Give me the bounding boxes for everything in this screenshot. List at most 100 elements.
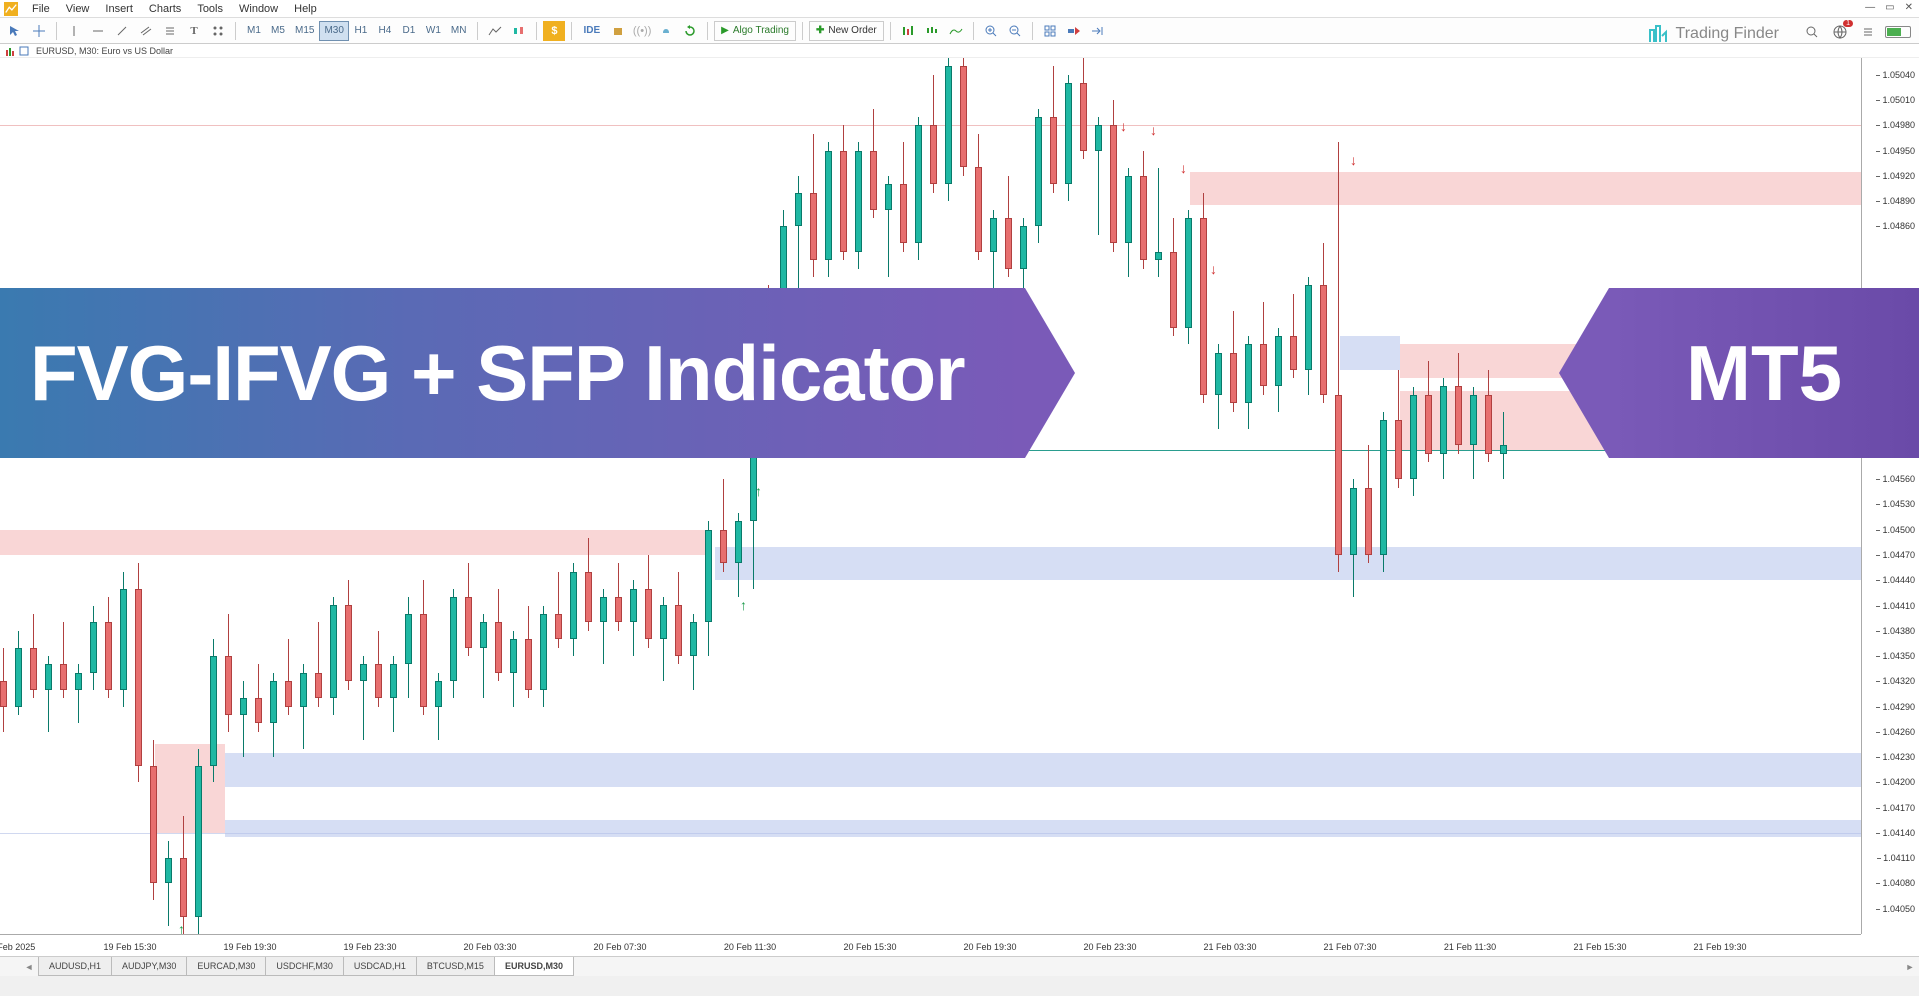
menu-file[interactable]: File — [24, 3, 58, 15]
chart-line2-icon[interactable] — [945, 21, 967, 41]
candle — [1005, 176, 1012, 277]
minimize-icon[interactable]: — — [1865, 2, 1875, 13]
menu-window[interactable]: Window — [231, 3, 286, 15]
vline-tool[interactable] — [63, 21, 85, 41]
chart-candles2-icon[interactable] — [921, 21, 943, 41]
price-tick: 1.04200 — [1882, 777, 1915, 787]
candle — [555, 572, 562, 648]
candle — [1410, 387, 1417, 497]
grid-icon[interactable] — [1039, 21, 1061, 41]
zoom-out-icon[interactable] — [1004, 21, 1026, 41]
tab-usdchf-m30[interactable]: USDCHF,M30 — [265, 957, 344, 976]
candle — [1140, 151, 1147, 269]
candle — [1290, 294, 1297, 378]
crosshair-tool[interactable] — [28, 21, 50, 41]
hline-tool[interactable] — [87, 21, 109, 41]
candle — [1395, 370, 1402, 488]
candle — [105, 597, 112, 698]
menu-icon[interactable] — [1857, 22, 1879, 42]
candle — [45, 656, 52, 732]
tab-eurcad-m30[interactable]: EURCAD,M30 — [186, 957, 266, 976]
candle — [465, 563, 472, 656]
app-icon — [4, 2, 18, 16]
zoom-in-icon[interactable] — [980, 21, 1002, 41]
price-tick: 1.04410 — [1882, 601, 1915, 611]
price-tick: 1.04500 — [1882, 525, 1915, 535]
cursor-tool[interactable] — [4, 21, 26, 41]
timeframe-w1[interactable]: W1 — [421, 21, 446, 41]
time-tick: 19 Feb 15:30 — [103, 942, 156, 952]
new-order-button[interactable]: ✚New Order — [809, 21, 884, 41]
candle — [450, 589, 457, 699]
fibo-tool[interactable] — [159, 21, 181, 41]
timeframe-mn[interactable]: MN — [446, 21, 472, 41]
timeframe-d1[interactable]: D1 — [397, 21, 421, 41]
tab-eurusd-m30[interactable]: EURUSD,M30 — [494, 957, 574, 976]
menu-insert[interactable]: Insert — [97, 3, 141, 15]
trendline-tool[interactable] — [111, 21, 133, 41]
dollar-icon[interactable]: $ — [543, 21, 565, 41]
candle — [1035, 109, 1042, 244]
timeframe-m1[interactable]: M1 — [242, 21, 266, 41]
tab-scroll-right[interactable]: ► — [1901, 957, 1919, 976]
menu-view[interactable]: View — [58, 3, 98, 15]
timeframe-m15[interactable]: M15 — [290, 21, 319, 41]
candle — [840, 125, 847, 260]
time-tick: 20 Feb 07:30 — [593, 942, 646, 952]
channel-tool[interactable] — [135, 21, 157, 41]
chart-line-icon[interactable] — [484, 21, 506, 41]
close-icon[interactable]: ✕ — [1905, 2, 1913, 13]
candle — [255, 664, 262, 731]
candle — [660, 597, 667, 681]
candle — [1485, 370, 1492, 463]
timeframe-h1[interactable]: H1 — [349, 21, 373, 41]
chart-candle-icon[interactable] — [508, 21, 530, 41]
globe-notif-icon[interactable]: 1 — [1829, 22, 1851, 42]
time-tick: 20 Feb 19:30 — [963, 942, 1016, 952]
text-tool[interactable]: T — [183, 21, 205, 41]
window-controls: — ▭ ✕ — [1865, 2, 1913, 13]
timeframe-m5[interactable]: M5 — [266, 21, 290, 41]
tab-audjpy-m30[interactable]: AUDJPY,M30 — [111, 957, 187, 976]
shift-icon[interactable] — [1063, 21, 1085, 41]
chart-area[interactable]: ↑↑↑↓↓↓↓↓ 1.050401.050101.049801.049501.0… — [0, 58, 1919, 956]
signal-arrow-down: ↓ — [1150, 122, 1157, 138]
tab-scroll-left[interactable]: ◄ — [20, 957, 38, 976]
candle — [1305, 277, 1312, 395]
vps-icon[interactable] — [655, 21, 677, 41]
candle — [60, 622, 67, 698]
tab-audusd-h1[interactable]: AUDUSD,H1 — [38, 957, 112, 976]
maximize-icon[interactable]: ▭ — [1885, 2, 1894, 13]
candle — [210, 639, 217, 782]
timeframe-m30[interactable]: M30 — [319, 21, 348, 41]
search-icon[interactable] — [1801, 22, 1823, 42]
candle — [1380, 412, 1387, 572]
timeframe-h4[interactable]: H4 — [373, 21, 397, 41]
maximize-chart-icon[interactable] — [19, 46, 29, 56]
tab-btcusd-m15[interactable]: BTCUSD,M15 — [416, 957, 495, 976]
menu-charts[interactable]: Charts — [141, 3, 189, 15]
candle — [195, 749, 202, 934]
candle — [270, 673, 277, 757]
signal-icon[interactable]: ((•)) — [631, 21, 653, 41]
candle — [1155, 168, 1162, 278]
candle — [0, 648, 7, 732]
candle — [165, 841, 172, 925]
autoscroll-icon[interactable] — [1087, 21, 1109, 41]
candle — [1425, 361, 1432, 462]
price-tick: 1.04950 — [1882, 146, 1915, 156]
time-axis: 19 Feb 202519 Feb 15:3019 Feb 19:3019 Fe… — [0, 934, 1861, 956]
candle — [1470, 387, 1477, 480]
algo-trading-button[interactable]: ▶Algo Trading — [714, 21, 796, 41]
candle — [645, 555, 652, 648]
tab-usdcad-h1[interactable]: USDCAD,H1 — [343, 957, 417, 976]
market-icon[interactable] — [607, 21, 629, 41]
chart-bars-icon[interactable] — [897, 21, 919, 41]
objects-tool[interactable] — [207, 21, 229, 41]
candle — [870, 109, 877, 219]
menu-help[interactable]: Help — [286, 3, 325, 15]
ide-button[interactable]: IDE — [578, 21, 605, 41]
candle — [945, 58, 952, 201]
refresh-icon[interactable] — [679, 21, 701, 41]
menu-tools[interactable]: Tools — [189, 3, 231, 15]
